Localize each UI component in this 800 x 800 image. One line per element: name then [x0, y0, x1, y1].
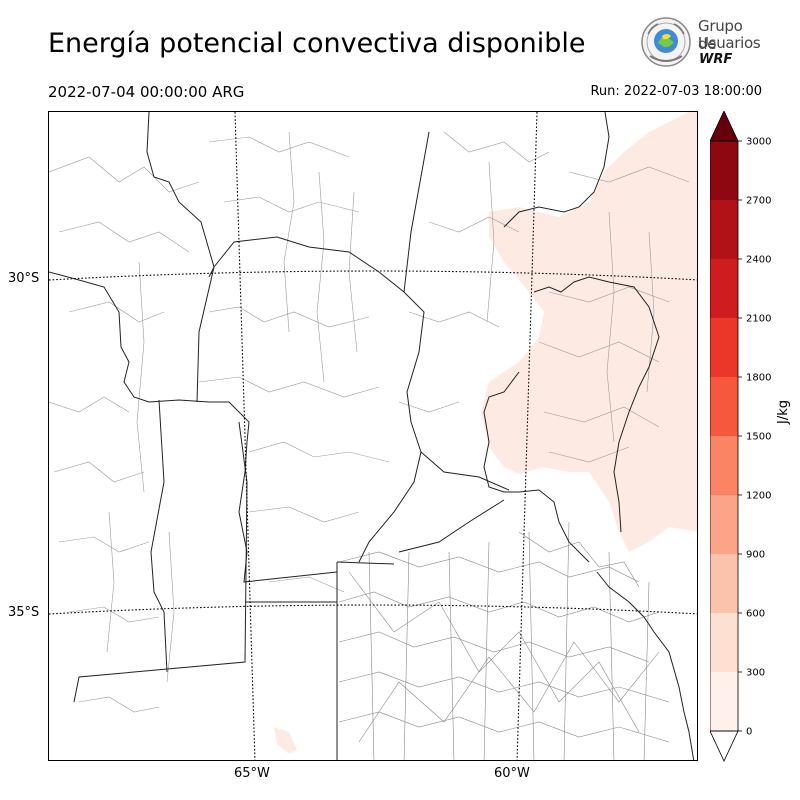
boundary-santafe-east: [503, 112, 610, 228]
colorbar-tick-label-10: 3000: [746, 137, 771, 148]
lat-label-35s: 35°S: [8, 605, 40, 620]
cape-region-small: [274, 727, 297, 754]
valid-time: 2022-07-04 00:00:00 ARG: [48, 83, 245, 101]
colorbar-tick-label-4: 1200: [746, 491, 771, 502]
map-canvas: [49, 112, 697, 760]
colorbar-tick-label-6: 1800: [746, 373, 771, 384]
colorbar-unit-label: J/kg: [776, 400, 791, 424]
logo-text-line2: Usuarios: [698, 34, 761, 52]
colorbar-segment-9: [710, 141, 738, 200]
colorbar-tick-label-3: 900: [746, 550, 765, 561]
boundary-bsas-north: [398, 499, 505, 553]
boundary-cordoba-sl: [243, 551, 338, 583]
colorbar-tick-label-0: 0: [746, 727, 752, 738]
colorbar-tick-label-5: 1500: [746, 432, 771, 443]
cape-field: [274, 112, 697, 754]
logo-seal-icon: [641, 17, 691, 67]
chart-title: Energía potencial convectiva disponible: [48, 28, 586, 59]
colorbar: 0 300 600 900 1200 1500 1800 2100 2400 2700 3000: [710, 111, 771, 762]
meridian-65w: [234, 112, 256, 760]
boundary-san-luis: [73, 421, 248, 703]
lat-label-30s: 30°S: [8, 271, 40, 286]
buenos-aires-partidos: [338, 521, 670, 760]
lon-label-65w: 65°W: [234, 766, 270, 781]
colorbar-extend-high: [710, 111, 739, 142]
colorbar-segment-2: [710, 554, 738, 613]
boundary-catamarca: [196, 266, 215, 403]
boundary-northwest: [146, 112, 215, 278]
boundary-parana-river: [483, 371, 590, 563]
wrf-logo: Grupo de Usuarios WRF: [636, 14, 761, 74]
colorbar-segment-3: [710, 495, 738, 554]
map-panel: [48, 111, 698, 761]
boundary-santafe-bsas: [420, 451, 510, 491]
boundary-cordoba-north: [213, 236, 425, 563]
colorbar-extend-low: [710, 730, 739, 762]
boundary-west: [49, 271, 250, 553]
colorbar-tick-label-1: 300: [746, 668, 765, 679]
colorbar-segment-5: [710, 377, 738, 436]
colorbar-segment-0: [710, 672, 738, 731]
parallel-35s: [49, 604, 697, 615]
logo-text-line1: Grupo de: [698, 17, 743, 53]
graticule: [49, 112, 697, 760]
colorbar-tick-label-9: 2700: [746, 196, 771, 207]
run-time: Run: 2022-07-03 18:00:00: [590, 84, 762, 99]
colorbar-segment-6: [710, 318, 738, 377]
colorbar-tick-label-7: 2100: [746, 314, 771, 325]
parallel-30s: [49, 270, 697, 281]
meridian-60w: [516, 112, 538, 760]
logo-text-line3: WRF: [699, 52, 733, 67]
colorbar-segment-4: [710, 436, 738, 495]
boundary-bsas-west: [336, 561, 395, 565]
colorbar-segment-1: [710, 613, 738, 672]
boundary-entrerios: [533, 276, 660, 533]
boundary-santafe-west: [403, 131, 430, 293]
colorbar-tick-label-2: 600: [746, 609, 765, 620]
lon-label-60w: 60°W: [494, 766, 530, 781]
colorbar-segment-8: [710, 200, 738, 259]
province-boundaries: [49, 112, 695, 760]
cape-region-east: [481, 112, 697, 552]
colorbar-tick-label-8: 2400: [746, 255, 771, 266]
colorbar-segment-7: [710, 259, 738, 318]
boundary-mendoza-sl: [150, 399, 168, 673]
boundary-buenos-aires-coast: [596, 571, 695, 760]
